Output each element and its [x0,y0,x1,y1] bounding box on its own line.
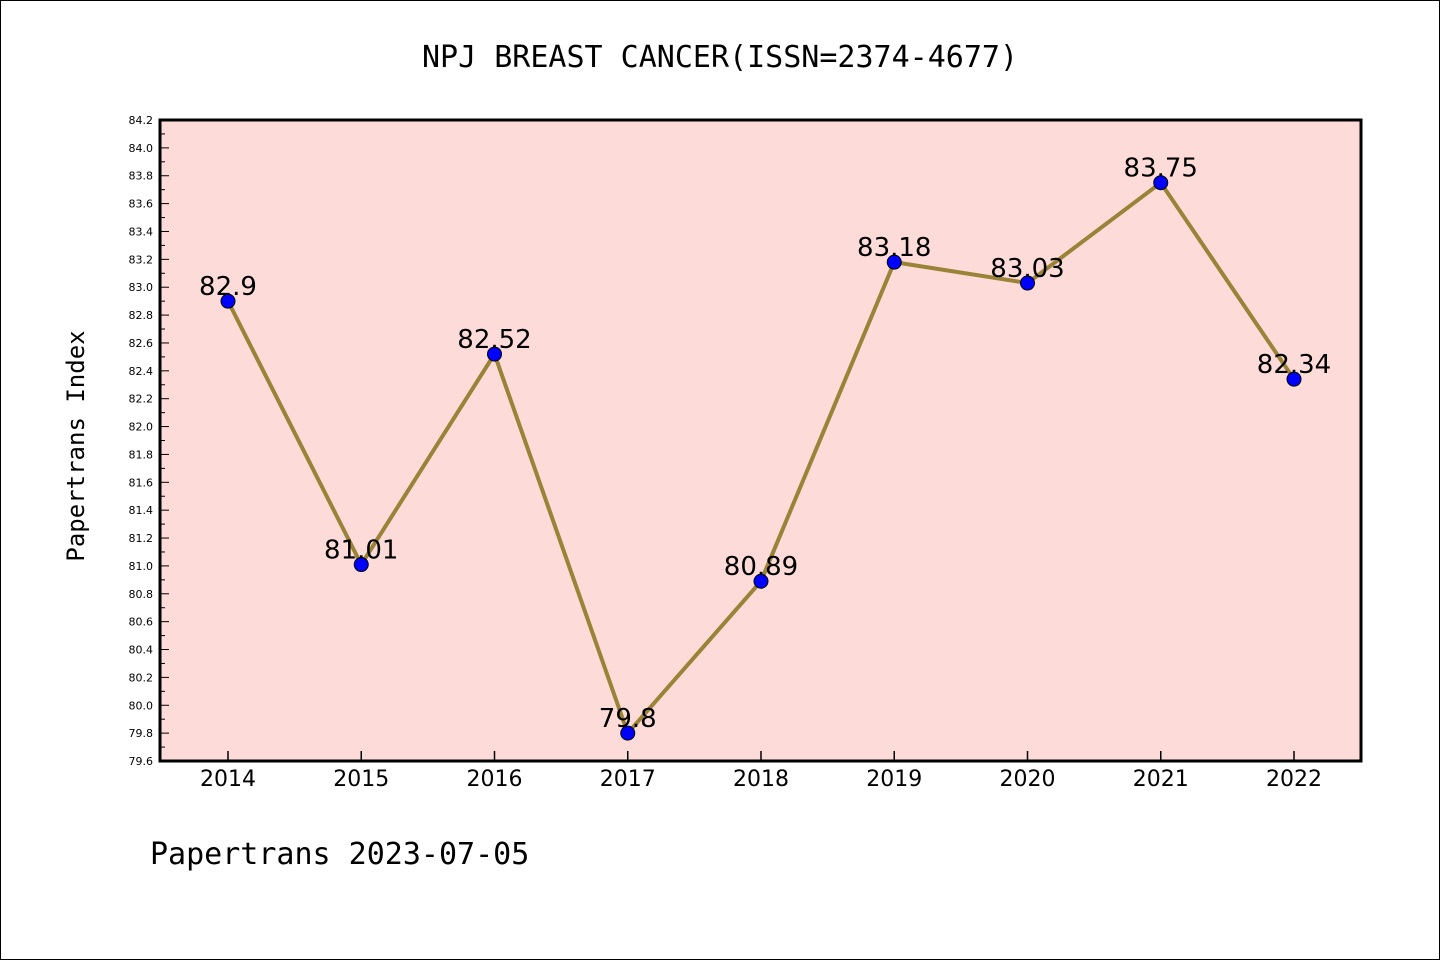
y-tick-label: 81.2 [129,532,154,545]
y-tick-label: 80.6 [129,616,154,629]
data-label: 81.01 [324,536,398,566]
data-label: 80.89 [724,552,798,582]
x-tick-label: 2021 [1133,767,1189,792]
y-tick-label: 84.2 [129,114,154,127]
y-tick-label: 83.6 [129,198,154,211]
data-labels: 82.9 81.01 82.52 79.8 80.89 83.18 83.03 83.75 82… [199,154,1331,734]
y-tick-label: 80.0 [129,699,154,712]
y-tick-label: 84.0 [129,142,154,155]
y-tick-label: 83.4 [129,225,154,238]
data-point-marker [1020,275,1035,291]
x-tick-label: 2018 [733,767,789,792]
y-tick-label: 79.8 [129,727,154,740]
x-tick-label: 2022 [1266,767,1322,792]
x-tick-label: 2014 [200,767,256,792]
y-axis-label: Papertrans Index [62,330,90,561]
data-point-marker [620,725,636,741]
data-point-marker [487,346,502,362]
data-point-marker [220,293,236,309]
y-tick-label: 83.8 [129,170,154,183]
data-point-marker [753,573,769,589]
y-tick-label: 79.6 [129,755,154,768]
y-tick-label: 83.2 [129,253,154,266]
y-tick-label: 82.4 [129,365,154,378]
y-tick-label: 80.2 [129,671,154,684]
y-tick-label: 81.8 [129,448,154,461]
data-label: 83.18 [857,233,931,263]
y-tick-label: 80.4 [129,644,154,657]
data-label: 82.52 [457,325,531,355]
data-label: 82.9 [199,272,257,302]
x-tick-label: 2017 [600,767,656,792]
y-tick-label: 83.0 [129,281,154,294]
data-label: 82.34 [1257,350,1331,380]
x-tick-label: 2019 [866,767,922,792]
x-axis: 2014 2015 2016 2017 2018 2019 2020 2021 2022 [200,751,1322,792]
y-tick-label: 81.4 [129,504,154,517]
data-point-marker [1153,175,1169,191]
y-tick-label: 82.0 [129,421,154,434]
y-tick-label: 82.6 [129,337,154,350]
y-axis: 79.6 79.8 80.0 80.2 80.4 80.6 80.8 81.0 81.2 81.4… [129,114,169,768]
plot-area [158,118,1363,763]
x-tick-label: 2015 [333,767,389,792]
y-tick-label: 81.0 [129,560,154,573]
data-label: 79.8 [599,704,657,734]
x-tick-label: 2020 [1000,767,1056,792]
data-label: 83.03 [990,254,1064,284]
x-tick-label: 2016 [467,767,523,792]
y-tick-label: 81.6 [129,476,154,489]
footer-text: Papertrans 2023-07-05 [150,837,529,872]
data-point-marker [886,254,902,270]
series-line-group [220,175,1302,741]
data-point-marker [1286,371,1302,387]
data-label: 83.75 [1124,154,1198,184]
data-point-marker [353,557,369,573]
y-tick-label: 82.2 [129,393,154,406]
chart-title: NPJ BREAST CANCER(ISSN=2374-4677) [422,40,1018,75]
y-tick-label: 82.8 [129,309,154,322]
y-tick-label: 80.8 [129,588,154,601]
